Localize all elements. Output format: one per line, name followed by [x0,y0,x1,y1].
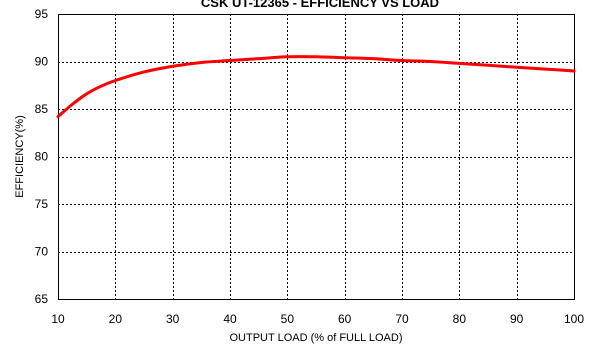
series-layer [56,55,576,119]
x-tick-label: 70 [395,312,409,326]
x-tick-label: 20 [109,312,123,326]
x-tick-label: 80 [453,312,467,326]
x-axis-ticks: 10 20 30 40 50 60 70 80 90 100 [51,312,584,326]
x-tick-label: 30 [166,312,180,326]
x-axis-label: OUTPUT LOAD (% of FULL LOAD) [230,332,403,344]
y-tick-label: 65 [35,292,49,306]
y-tick-label: 95 [35,7,49,21]
x-tick-label: 100 [564,312,584,326]
x-tick-label: 60 [338,312,352,326]
x-tick-label: 50 [281,312,295,326]
chart-title: CSK UT-12365 - EFFICIENCY VS LOAD [201,0,439,10]
y-tick-label: 80 [35,150,49,164]
y-tick-label: 90 [35,55,49,69]
x-tick-label: 40 [223,312,237,326]
x-tick-label: 90 [510,312,524,326]
y-tick-label: 70 [35,245,49,259]
y-tick-label: 75 [35,197,49,211]
x-tick-label: 10 [51,312,65,326]
grid-lines [58,14,574,299]
y-axis-ticks: 65 70 75 80 85 90 95 [35,7,49,306]
y-tick-label: 85 [35,102,49,116]
plot-frame [58,14,575,300]
efficiency-curve [56,55,576,119]
y-axis-label: EFFICIENCY(%) [14,115,26,198]
